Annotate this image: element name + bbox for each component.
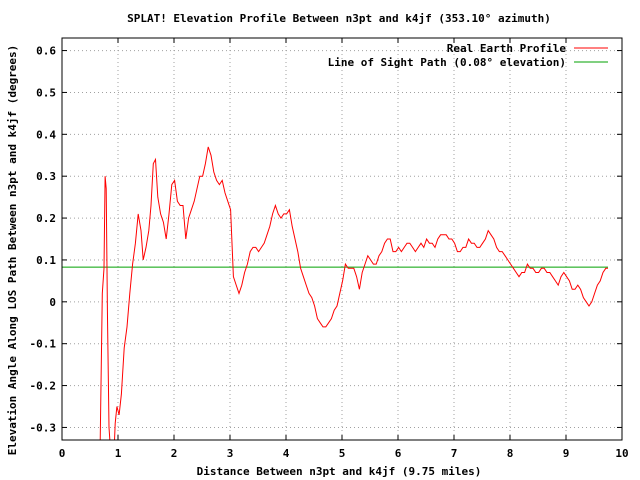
grid bbox=[62, 38, 622, 440]
x-tick-label: 10 bbox=[615, 447, 628, 460]
x-tick-label: 2 bbox=[171, 447, 178, 460]
y-tick-label: 0 bbox=[49, 296, 56, 309]
y-tick-label: 0.3 bbox=[36, 170, 56, 183]
x-tick-label: 5 bbox=[339, 447, 346, 460]
x-tick-label: 3 bbox=[227, 447, 234, 460]
y-axis-label: Elevation Angle Along LOS Path Between n… bbox=[6, 45, 19, 456]
y-tick-label: -0.3 bbox=[30, 421, 57, 434]
chart-title: SPLAT! Elevation Profile Between n3pt an… bbox=[127, 12, 551, 25]
y-tick-label: 0.1 bbox=[36, 254, 56, 267]
axis-ticks: 0 1 2 3 4 5 6 7 8 9 10 -0.3 -0.2 -0.1 0 0.1 0.2 0.3 0.4 0.5… bbox=[30, 38, 629, 460]
y-tick-label: 0.5 bbox=[36, 86, 56, 99]
y-tick-label: 0.4 bbox=[36, 128, 56, 141]
x-tick-label: 8 bbox=[507, 447, 514, 460]
y-tick-label: -0.2 bbox=[30, 380, 57, 393]
y-tick-label: 0.2 bbox=[36, 212, 56, 225]
x-tick-label: 6 bbox=[395, 447, 402, 460]
x-tick-label: 4 bbox=[283, 447, 290, 460]
x-tick-label: 7 bbox=[451, 447, 458, 460]
legend-label: Line of Sight Path (0.08° elevation) bbox=[328, 56, 566, 69]
x-tick-label: 1 bbox=[115, 447, 122, 460]
y-tick-label: -0.1 bbox=[30, 338, 57, 351]
series-layer bbox=[62, 146, 608, 440]
x-tick-label: 0 bbox=[59, 447, 66, 460]
series-line-real-earth-profile bbox=[99, 146, 608, 440]
x-axis-label: Distance Between n3pt and k4jf (9.75 mil… bbox=[197, 465, 482, 478]
y-tick-label: 0.6 bbox=[36, 45, 56, 58]
x-tick-label: 9 bbox=[563, 447, 570, 460]
legend-label: Real Earth Profile bbox=[447, 42, 567, 55]
